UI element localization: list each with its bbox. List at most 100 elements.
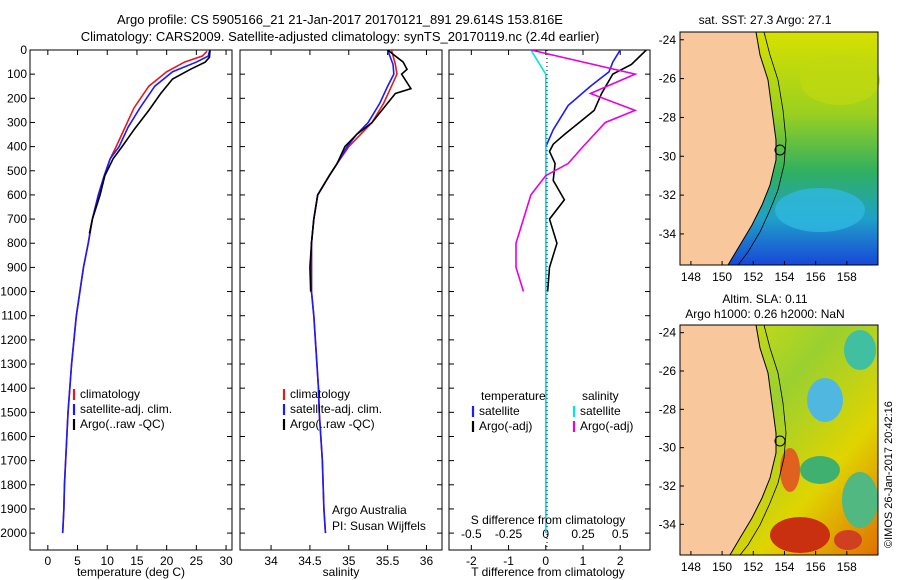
x2-tick-label: -0.25 [495,527,523,541]
x-tick-label: 34.5 [298,554,322,568]
x-tick-label: 35.5 [376,554,400,568]
sst-warm-patch [800,55,880,105]
legend-label: satellite-adj. clim. [80,402,172,416]
temperature-x-label: temperature (deg C) [77,565,185,579]
sla-map-title-1: Altim. SLA: 0.11 [722,292,807,306]
map-y-tick-label: -26 [659,72,677,86]
y-tick-label: 1000 [0,285,27,299]
y-tick-label: 200 [7,91,27,105]
map-x-tick-label: 148 [681,560,701,574]
map-x-tick-label: 156 [806,560,826,574]
map-x-tick-label: 150 [712,560,732,574]
sla-green-2 [842,472,878,528]
y-tick-label: 1300 [0,357,27,371]
y-tick-label: 300 [7,115,27,129]
argo-raw-qc-line [309,50,413,292]
sst-map-title: sat. SST: 27.3 Argo: 27.1 [699,13,832,27]
map-y-tick-label: -28 [659,402,677,416]
x-tick-label: 0 [44,554,51,568]
map-x-tick-label: 148 [681,270,701,284]
sst-argo-location-marker [774,144,786,156]
temperature-panel-frame [29,49,233,551]
sst-coastline [727,31,777,266]
y-tick-label: 1200 [0,333,27,347]
map-y-tick-label: -34 [659,517,677,531]
difference-panel: -2 -1 0 1 2 -0.5 -0.25 0 0.25 0.5 temperature sali… [448,49,651,579]
y-tick-label: 1100 [1,309,27,323]
sst-cool-patch [775,188,865,232]
s-difference-label: S difference from climatology [471,513,626,527]
map-y-tick-label: -24 [659,33,677,47]
sla-coastline [729,324,777,556]
legend-label: climatology [80,387,140,401]
y-tick-label: 500 [7,164,27,178]
temperature-panel: 0 5 10 15 20 25 300100200300400500600700800900… [0,43,233,579]
x2-tick-label: 0.25 [571,527,595,541]
y-tick-label: 1800 [0,478,27,492]
x-tick-label: 25 [190,554,204,568]
map-x-tick-label: 152 [743,270,763,284]
satellite-adj-clim-line [61,51,211,534]
legend-label: climatology [290,387,350,401]
y-tick-label: 600 [7,188,27,202]
y-tick-label: 1400 [0,381,27,395]
map-y-tick-label: -32 [659,479,677,493]
legend-label: Argo(..raw -QC) [80,417,165,431]
salinity-annotation-line-2: PI: Susan Wijffels [332,519,426,533]
sla-high-1 [770,517,830,553]
x-tick-label: 5 [74,554,81,568]
sla-green-1 [800,456,840,484]
salinity-annotation-line-1: Argo Australia [332,503,407,517]
salinity-x-label: salinity [323,565,360,579]
sla-high-2 [834,530,862,550]
x-tick-label: 0 [542,554,549,568]
legend-label: satellite [580,404,621,418]
sla-map: Altim. SLA: 0.11 Argo h1000: 0.26 h2000:… [659,292,879,574]
map-y-tick-label: -24 [659,326,677,340]
difference-panel-frame [448,49,651,551]
y-tick-label: 400 [7,140,27,154]
legend-label: satellite-adj. clim. [290,402,382,416]
sst-map: sat. SST: 27.3 Argo: 27.1 -24 -26 -28 -30 -3… [659,13,880,284]
temperature-satellite-line [544,50,621,534]
map-y-tick-label: -30 [659,149,677,163]
sla-map-frame [679,324,879,556]
map-y-tick-label: -30 [659,441,677,455]
x2-tick-label: 0.5 [612,527,629,541]
legend-title-temperature: temperature [481,389,546,403]
x-tick-label: 20 [160,554,174,568]
sla-low-2 [844,330,876,370]
sst-map-frame [679,31,879,266]
map-y-tick-label: -32 [659,188,677,202]
legend-label: Argo(..raw -QC) [290,417,375,431]
header-line-2: Climatology: CARS2009. Satellite-adjuste… [81,29,600,44]
t-difference-label: T difference from climatology [471,565,625,579]
x-tick-label: 10 [101,554,115,568]
imos-timestamp: ©IMOS 26-Jan-2017 20:42:16 [883,401,895,548]
salinity-argo-adj-line [515,50,638,292]
y-tick-label: 1500 [0,405,27,419]
header-line-1: Argo profile: CS 5905166_21 21-Jan-2017 … [117,12,563,27]
y-tick-label: 0 [20,43,27,57]
y-tick-label: 700 [7,212,27,226]
legend-title-salinity: salinity [582,389,619,403]
y-tick-label: 1600 [0,429,27,443]
argo-raw-qc-line [88,50,211,234]
sst-isobath [737,31,787,266]
map-y-tick-label: -26 [659,364,677,378]
map-y-tick-label: -28 [659,110,677,124]
y-tick-label: 2000 [0,526,27,540]
map-x-tick-label: 154 [774,270,794,284]
sst-land [680,32,776,265]
sla-isobath [739,324,787,556]
salinity-satellite-line [530,50,547,534]
y-tick-label: 800 [7,236,27,250]
map-x-tick-label: 154 [774,560,794,574]
x-tick-label: 15 [130,554,144,568]
y-tick-label: 1700 [0,454,27,468]
y-tick-label: 100 [7,67,27,81]
x-tick-label: 36 [420,554,434,568]
map-y-tick-label: -34 [659,227,677,241]
x-tick-label: 2 [617,554,624,568]
